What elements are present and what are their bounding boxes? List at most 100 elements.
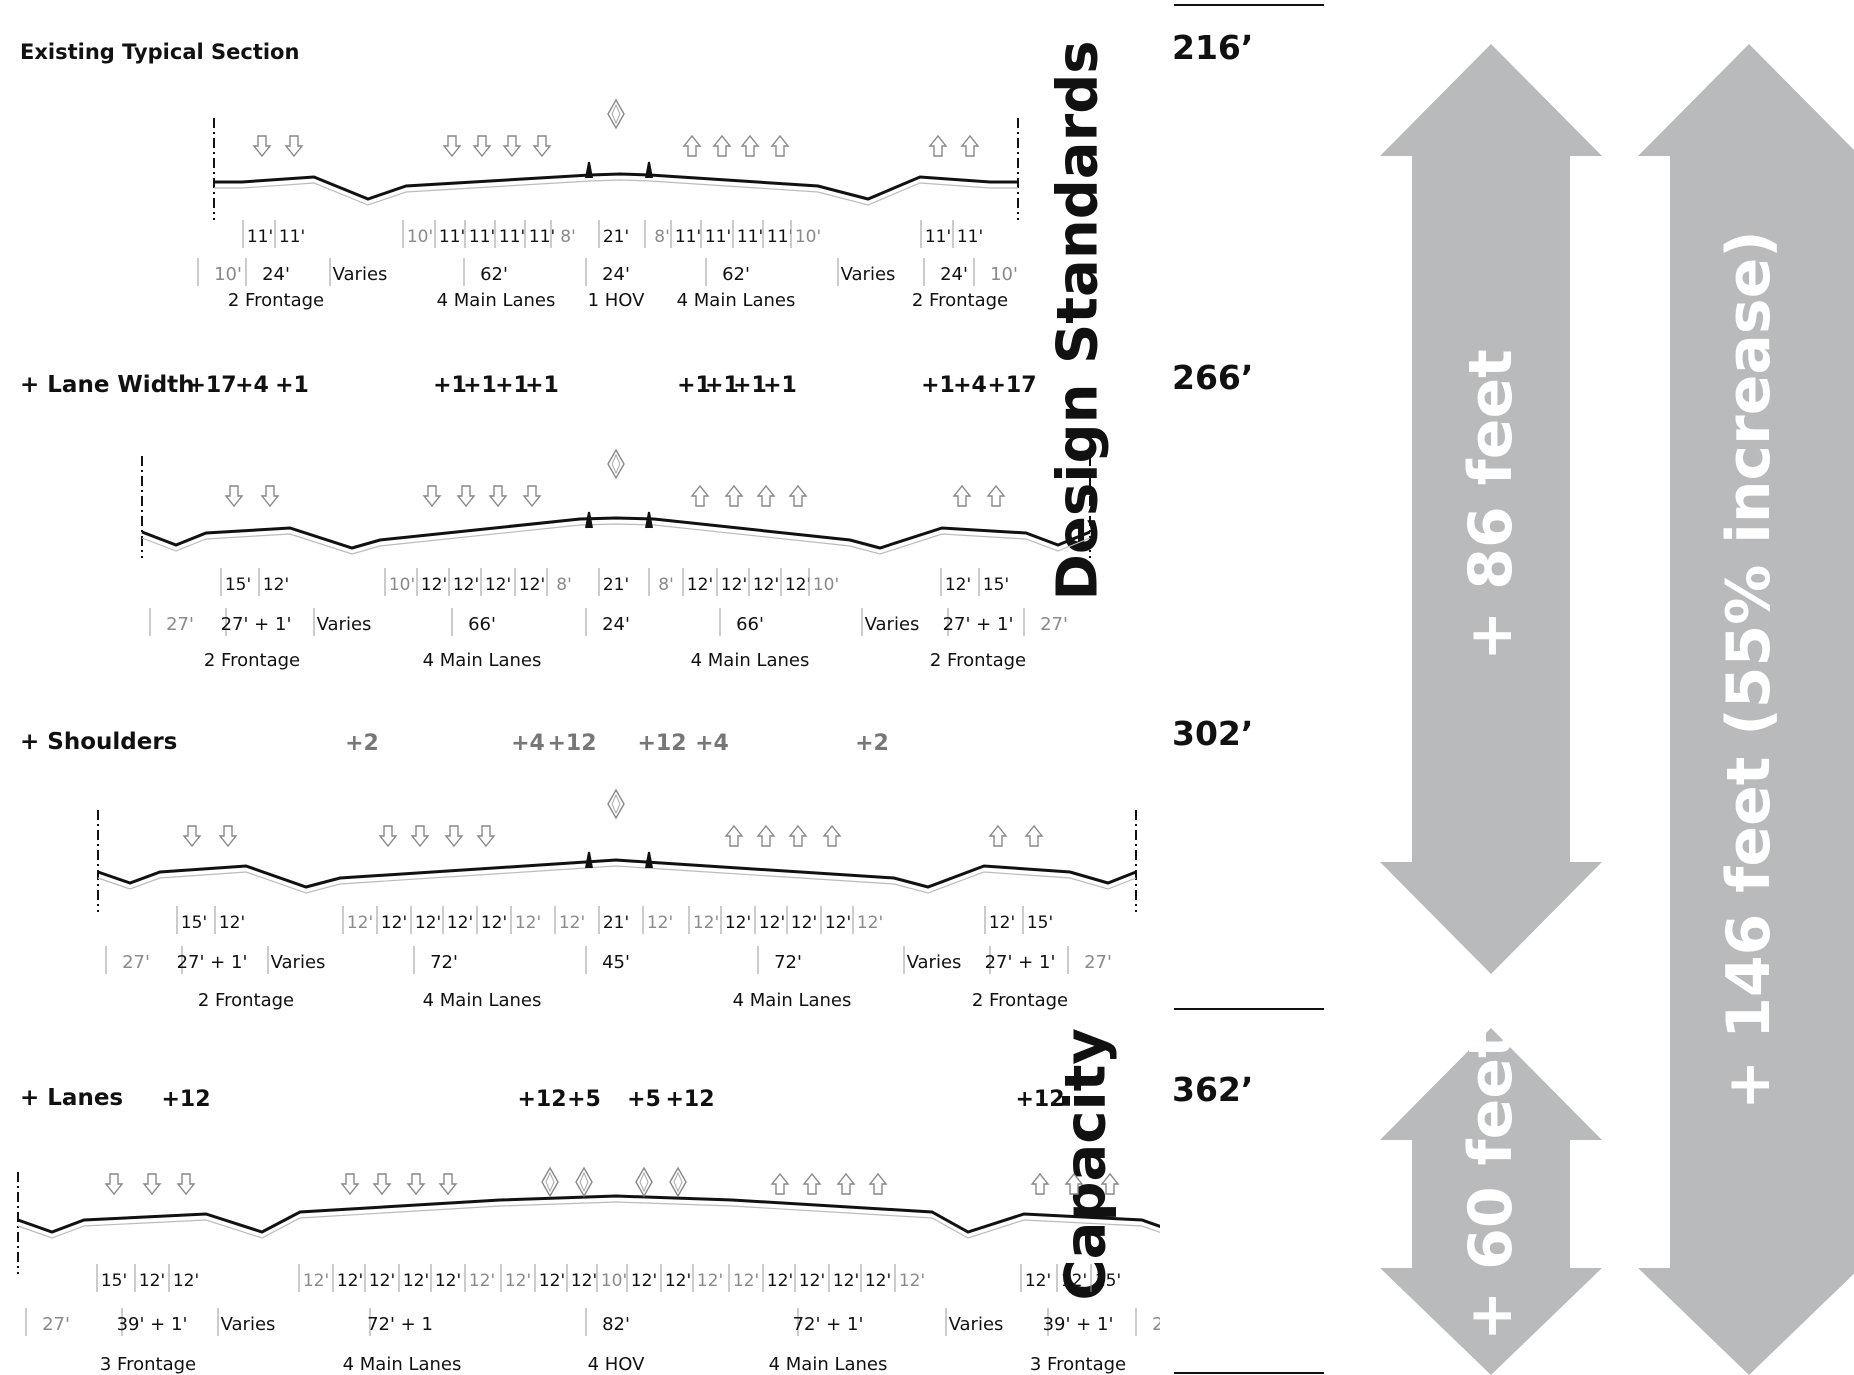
width-delta-label: +1 bbox=[495, 373, 529, 398]
lane-width-label: 12' bbox=[799, 1271, 825, 1291]
roadway-group-label: 1 HOV bbox=[588, 290, 646, 311]
width-delta-label: +12 bbox=[517, 1087, 566, 1112]
lane-width-label: 12' bbox=[173, 1271, 199, 1291]
lane-up-arrow-icon bbox=[952, 484, 972, 507]
hov-diamond-icon bbox=[575, 1166, 593, 1198]
lane-width-label: 12' bbox=[403, 1271, 429, 1291]
lane-up-arrow-icon bbox=[690, 484, 710, 507]
hov-diamond-icon bbox=[669, 1166, 687, 1198]
width-delta-label: +12 bbox=[547, 731, 596, 756]
lane-width-label: 11' bbox=[279, 227, 305, 247]
segment-width-label: 10' bbox=[214, 264, 242, 285]
lane-width-label: 12' bbox=[665, 1271, 691, 1291]
width-delta-label: +1 bbox=[463, 373, 497, 398]
lane-width-label: 21' bbox=[603, 913, 629, 933]
lane-up-arrow-icon bbox=[822, 824, 842, 847]
lane-up-arrow-icon bbox=[986, 484, 1006, 507]
roadway-group-label: 4 Main Lanes bbox=[691, 650, 810, 671]
segment-width-label: 10' bbox=[990, 264, 1018, 285]
lane-width-label: 12' bbox=[219, 913, 245, 933]
lane-down-arrow-icon bbox=[182, 825, 202, 848]
lane-width-label: 12' bbox=[759, 913, 785, 933]
lane-width-label: 12' bbox=[381, 913, 407, 933]
width-delta-label: +2 bbox=[345, 731, 379, 756]
lane-width-label: 12' bbox=[485, 575, 511, 595]
median-barrier-icon bbox=[585, 851, 593, 869]
design-standards-double-arrow bbox=[1380, 44, 1602, 974]
lane-down-arrow-icon bbox=[410, 825, 430, 848]
lane-up-arrow-icon bbox=[1030, 1172, 1050, 1195]
segment-width-label: Varies bbox=[333, 264, 388, 285]
capacity-double-arrow bbox=[1380, 1028, 1602, 1375]
segment-width-label: 27' + 1' bbox=[985, 952, 1056, 973]
median-barrier-icon bbox=[645, 511, 653, 529]
roadway-group-label: 2 Frontage bbox=[228, 290, 324, 311]
lane-width-label: 12' bbox=[753, 575, 779, 595]
lane-width-label: 12' bbox=[899, 1271, 925, 1291]
segment-width-label: 72' bbox=[774, 952, 802, 973]
divider-middle bbox=[1174, 1008, 1324, 1010]
lane-width-label: 12' bbox=[505, 1271, 531, 1291]
roadway-group-label: 4 Main Lanes bbox=[733, 990, 852, 1011]
lane-width-label: 12' bbox=[481, 913, 507, 933]
roadway-group-label: 4 Main Lanes bbox=[343, 1354, 462, 1375]
divider-top bbox=[1174, 4, 1324, 6]
hov-diamond-inner-icon bbox=[639, 1171, 649, 1193]
lane-width-label: 15' bbox=[983, 575, 1009, 595]
segment-width-label: Varies bbox=[841, 264, 896, 285]
lane-down-arrow-icon bbox=[104, 1173, 124, 1196]
lane-width-label: 8' bbox=[560, 227, 576, 247]
lane-width-label: 12' bbox=[369, 1271, 395, 1291]
lane-width-label: 12' bbox=[515, 913, 541, 933]
lane-width-label: 12' bbox=[833, 1271, 859, 1291]
lane-width-label: 15' bbox=[181, 913, 207, 933]
hov-diamond-inner-icon bbox=[611, 103, 621, 125]
lane-down-arrow-icon bbox=[176, 1173, 196, 1196]
lane-width-label: 15' bbox=[101, 1271, 127, 1291]
roadway-group-label: 2 Frontage bbox=[930, 650, 1026, 671]
segment-width-label: 27' bbox=[122, 952, 150, 973]
lane-width-label: 11' bbox=[957, 227, 983, 247]
segment-width-label: 27' bbox=[1084, 952, 1112, 973]
lane-width-label: 12' bbox=[415, 913, 441, 933]
lane-width-label: 12' bbox=[693, 913, 719, 933]
lane-width-label: 12' bbox=[139, 1271, 165, 1291]
width-delta-label: +1 bbox=[525, 373, 559, 398]
lane-up-arrow-icon bbox=[712, 134, 732, 157]
lane-up-arrow-icon bbox=[724, 824, 744, 847]
width-delta-label: +1 bbox=[921, 373, 955, 398]
hov-diamond-icon bbox=[635, 1166, 653, 1198]
lane-width-label: 12' bbox=[647, 913, 673, 933]
hov-diamond-inner-icon bbox=[611, 793, 621, 815]
segment-width-label: Varies bbox=[949, 1314, 1004, 1335]
lane-width-label: 12' bbox=[519, 575, 545, 595]
lane-up-arrow-icon bbox=[928, 134, 948, 157]
segment-width-label: Varies bbox=[907, 952, 962, 973]
lane-width-label: 12' bbox=[303, 1271, 329, 1291]
lane-width-label: 12' bbox=[469, 1271, 495, 1291]
lane-width-label: 11' bbox=[737, 227, 763, 247]
lane-down-arrow-icon bbox=[442, 135, 462, 158]
hov-diamond-inner-icon bbox=[579, 1171, 589, 1193]
road-profiles: 11' 11' 10' 11' 11' 11' 11' 8' 21' 8' 11' 11' 11' 11'… bbox=[17, 98, 1160, 1375]
segment-width-label: 62' bbox=[480, 264, 508, 285]
width-delta-label: +1 bbox=[763, 373, 797, 398]
width-delta-label: +1 bbox=[677, 373, 711, 398]
lane-width-label: 12' bbox=[733, 1271, 759, 1291]
lane-up-arrow-icon bbox=[836, 1172, 856, 1195]
hov-diamond-inner-icon bbox=[545, 1171, 555, 1193]
width-delta-label: +4 bbox=[235, 373, 269, 398]
section-title-lane-width: + Lane Width bbox=[20, 372, 195, 398]
road-profile bbox=[17, 1194, 1160, 1234]
hov-diamond-icon bbox=[607, 788, 625, 820]
roadway-group-label: 4 HOV bbox=[588, 1354, 646, 1375]
median-barrier-icon bbox=[585, 511, 593, 529]
width-delta-label: +2 bbox=[855, 731, 889, 756]
lane-width-label: 11' bbox=[705, 227, 731, 247]
lane-down-arrow-icon bbox=[284, 135, 304, 158]
lane-up-arrow-icon bbox=[788, 824, 808, 847]
lane-width-label: 12' bbox=[263, 575, 289, 595]
hov-diamond-icon bbox=[607, 98, 625, 130]
lane-width-label: 12' bbox=[865, 1271, 891, 1291]
